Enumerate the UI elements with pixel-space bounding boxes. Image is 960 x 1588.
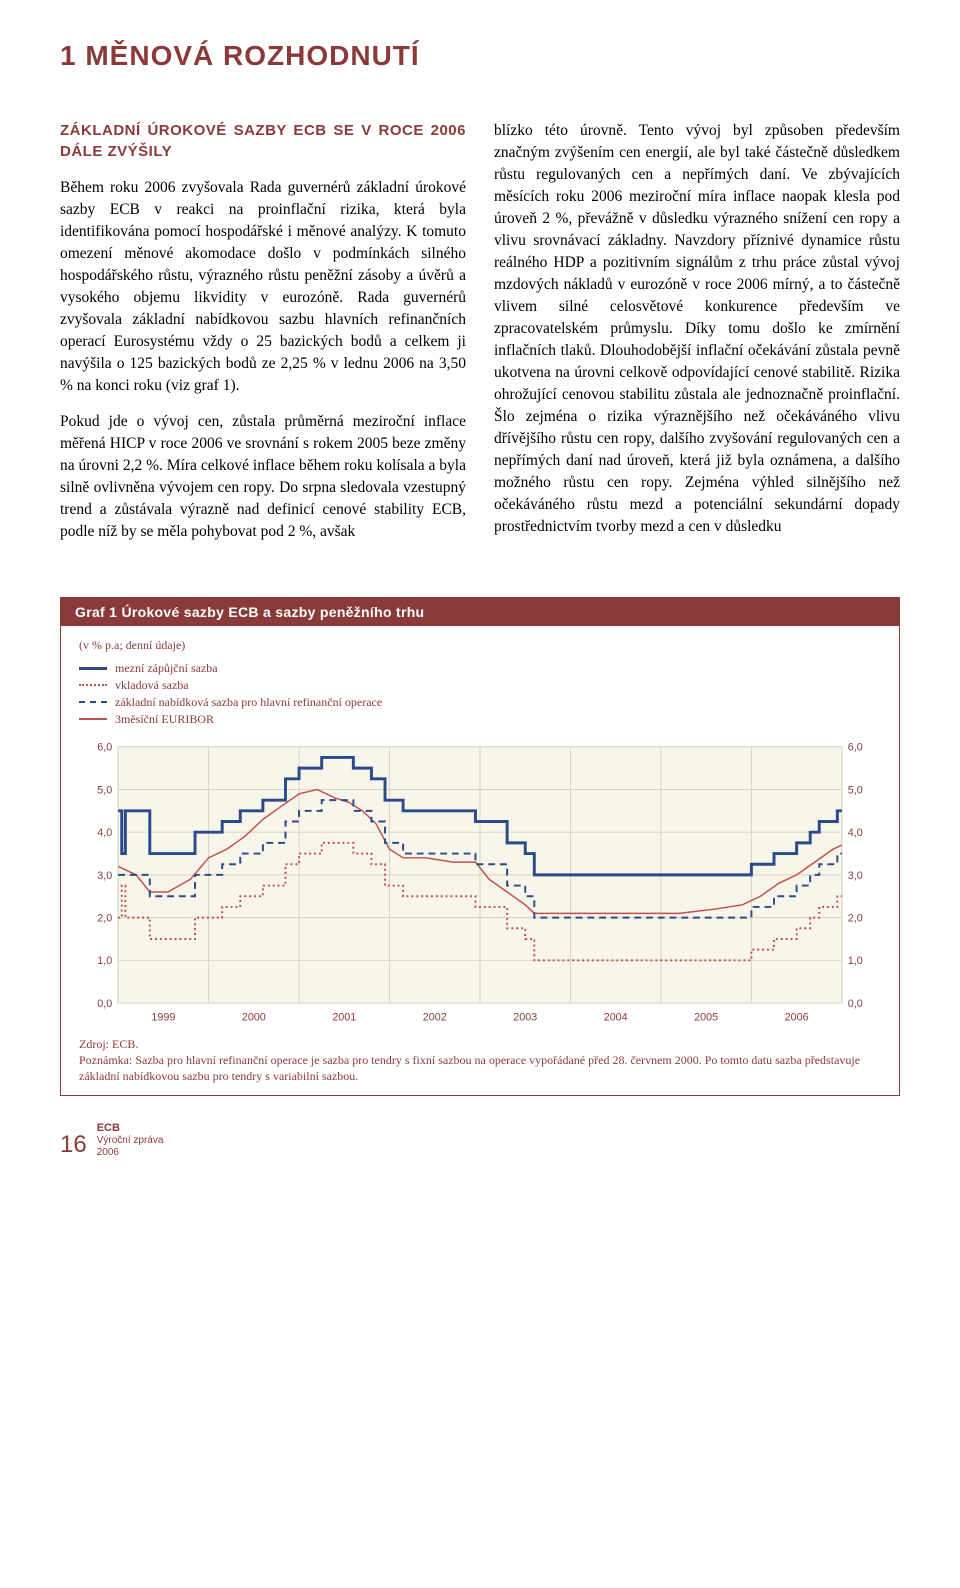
footer-line1: Výroční zpráva [97,1135,164,1147]
legend-item: základní nabídková sazba pro hlavní refi… [79,695,881,710]
svg-text:3,0: 3,0 [848,869,863,881]
chart-note-text: Poznámka: Sazba pro hlavní refinanční op… [79,1053,860,1083]
chart-container: Graf 1 Úrokové sazby ECB a sazby peněžní… [60,597,900,1096]
chart-source: Zdroj: ECB. Poznámka: Sazba pro hlavní r… [79,1036,881,1085]
chart-plot: 0,0 0,0 1,0 1,0 2,0 2,0 3,0 3,0 4,0 4,0 5,0 5,0 6,0 6… [79,737,881,1030]
svg-text:2005: 2005 [694,1011,718,1023]
legend-item: mezní zápůjční sazba [79,661,881,676]
chart-legend: mezní zápůjční sazba vkladová sazba zákl… [79,661,881,727]
legend-label: mezní zápůjční sazba [115,661,218,676]
column-left: ZÁKLADNÍ ÚROKOVÉ SAZBY ECB SE V ROCE 200… [60,120,466,557]
svg-text:0,0: 0,0 [97,998,112,1010]
svg-text:1,0: 1,0 [97,955,112,967]
legend-swatch-icon [79,684,107,686]
svg-text:2006: 2006 [785,1011,809,1023]
svg-text:1,0: 1,0 [848,955,863,967]
col1-p2: Pokud jde o vývoj cen, zůstala průměrná … [60,411,466,543]
body-columns: ZÁKLADNÍ ÚROKOVÉ SAZBY ECB SE V ROCE 200… [60,120,900,557]
legend-label: 3měsíční EURIBOR [115,712,214,727]
svg-text:5,0: 5,0 [848,784,863,796]
svg-text:2001: 2001 [332,1011,356,1023]
svg-text:3,0: 3,0 [97,869,112,881]
svg-text:1999: 1999 [151,1011,175,1023]
legend-item: 3měsíční EURIBOR [79,712,881,727]
svg-text:0,0: 0,0 [848,998,863,1010]
legend-item: vkladová sazba [79,678,881,693]
footer-line2: 2006 [97,1147,164,1159]
page-number: 16 [60,1131,87,1159]
svg-text:5,0: 5,0 [97,784,112,796]
legend-label: vkladová sazba [115,678,189,693]
column-right: blízko této úrovně. Tento vývoj byl způs… [494,120,900,557]
svg-text:2,0: 2,0 [97,912,112,924]
chart-source-text: Zdroj: ECB. [79,1037,138,1051]
svg-text:2004: 2004 [604,1011,628,1023]
svg-text:4,0: 4,0 [97,827,112,839]
svg-text:2,0: 2,0 [848,912,863,924]
svg-text:2002: 2002 [423,1011,447,1023]
page-footer: 16 ECB Výroční zpráva 2006 [60,1122,900,1159]
chart-title: Graf 1 Úrokové sazby ECB a sazby peněžní… [61,598,899,626]
legend-swatch-icon [79,667,107,670]
legend-swatch-icon [79,718,107,720]
svg-text:6,0: 6,0 [848,741,863,753]
section-subhead: ZÁKLADNÍ ÚROKOVÉ SAZBY ECB SE V ROCE 200… [60,120,466,163]
col2-p1: blízko této úrovně. Tento vývoj byl způs… [494,120,900,538]
chart-units: (v % p.a; denní údaje) [79,638,881,653]
col1-p1: Během roku 2006 zvyšovala Rada guvernérů… [60,177,466,397]
svg-text:4,0: 4,0 [848,827,863,839]
legend-label: základní nabídková sazba pro hlavní refi… [115,695,382,710]
chapter-title: 1 MĚNOVÁ ROZHODNUTÍ [60,40,900,72]
svg-text:2003: 2003 [513,1011,537,1023]
svg-text:2000: 2000 [242,1011,266,1023]
legend-swatch-icon [79,701,107,703]
footer-ecb: ECB [97,1122,164,1135]
svg-text:6,0: 6,0 [97,741,112,753]
